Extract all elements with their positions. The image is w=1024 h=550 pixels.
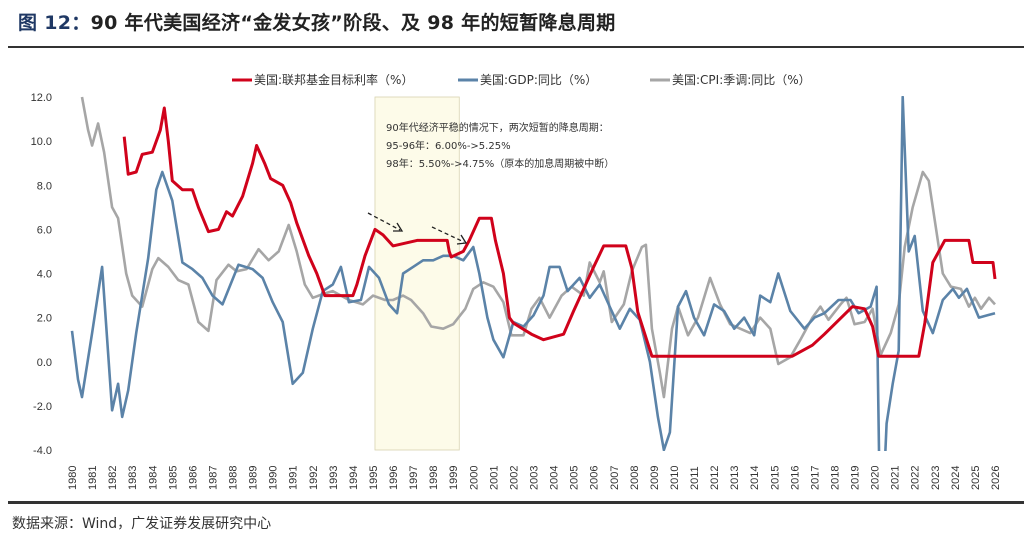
x-tick-label: 2024 (950, 466, 962, 490)
y-tick-label: 10.0 (31, 136, 52, 148)
arrow-1998 (431, 226, 465, 243)
x-tick-label: 2005 (569, 466, 581, 490)
x-tick-label: 2019 (850, 466, 862, 490)
arrow-1998-head (456, 234, 468, 245)
line-chart: 12.0 10.0 8.0 6.0 4.0 2.0 0.0 -2.0 -4.0 1980 1981… (31, 72, 1002, 490)
y-tick-label: 4.0 (37, 269, 52, 281)
x-tick-label: 2021 (890, 466, 902, 490)
x-tick-label: 2014 (749, 466, 761, 490)
source-note: 数据来源：Wind，广发证券发展研究中心 (12, 516, 272, 532)
figure-title-text: 90 年代美国经济“金发女孩”阶段、及 98 年的短暂降息周期 (90, 12, 616, 34)
x-tick-label: 1981 (87, 466, 99, 490)
series-line-1 (70, 96, 996, 451)
annotation: 90年代经济平稳的情况下，两次短暂的降息周期： 95-96年：6.00%->5.… (386, 121, 614, 170)
x-tick-label: 2026 (990, 466, 1002, 490)
x-tick-label: 2007 (609, 466, 621, 490)
arrow-1995-head (393, 222, 404, 232)
series-line-0 (122, 106, 997, 358)
highlight-band (374, 96, 460, 451)
x-tick-label: 1999 (448, 466, 460, 490)
y-tick-label: 12.0 (31, 92, 52, 104)
x-tick-label: 1990 (268, 466, 280, 490)
footer-divider (8, 501, 1024, 504)
x-tick-label: 1993 (328, 466, 340, 490)
annotation-line-2: 95-96年：6.00%->5.25% (386, 139, 511, 152)
x-tick-label: 1988 (228, 466, 240, 490)
x-tick-label: 1996 (388, 466, 400, 490)
x-tick-label: 1982 (107, 466, 119, 490)
arrows (367, 212, 468, 245)
x-tick-label: 2018 (829, 466, 841, 490)
x-tick-label: 2009 (649, 466, 661, 490)
x-tick-label: 2001 (488, 466, 500, 490)
y-tick-label: 8.0 (37, 180, 52, 192)
series-line-2 (80, 96, 996, 399)
x-tick-label: 2022 (910, 466, 922, 490)
annotation-line-3: 98年：5.50%->4.75%（原本的加息周期被中断） (386, 157, 614, 170)
x-tick-label: 1985 (167, 466, 179, 490)
x-tick-label: 1980 (67, 466, 79, 490)
legend-label-1: 美国:GDP:同比（%） (480, 73, 597, 87)
y-tick-label: -4.0 (33, 445, 52, 457)
x-tick-label: 2002 (508, 466, 520, 490)
x-tick-label: 2010 (669, 466, 681, 490)
x-tick-label: 2016 (789, 466, 801, 490)
x-tick-label: 2013 (729, 466, 741, 490)
x-tick-label: 1987 (207, 466, 219, 490)
y-tick-label: 6.0 (37, 224, 52, 236)
x-tick-label: 2004 (549, 466, 561, 490)
x-tick-label: 2015 (769, 466, 781, 490)
x-tick-label: 2023 (930, 466, 942, 490)
legend-label-0: 美国:联邦基金目标利率（%） (254, 72, 413, 87)
y-tick-label: -2.0 (33, 401, 52, 413)
x-tick-label: 2008 (629, 466, 641, 490)
figure-number: 图 12： (18, 12, 91, 34)
x-tick-label: 2012 (709, 466, 721, 490)
x-tick-label: 1997 (408, 466, 420, 490)
title-divider (8, 46, 1024, 48)
figure-title: 图 12：90 年代美国经济“金发女孩”阶段、及 98 年的短暂降息周期 (18, 8, 616, 35)
x-tick-label: 1992 (308, 466, 320, 490)
legend-label-2: 美国:CPI:季调:同比（%） (672, 73, 811, 87)
x-tick-label: 1995 (368, 466, 380, 490)
arrow-1995 (367, 212, 401, 231)
x-tick-label: 2003 (529, 466, 541, 490)
x-tick-label: 1991 (288, 466, 300, 490)
x-tick-label: 1983 (127, 466, 139, 490)
x-tick-label: 1989 (248, 466, 260, 490)
x-tick-label: 1986 (187, 466, 199, 490)
x-tick-label: 2011 (689, 466, 701, 490)
x-tick-label: 1984 (147, 466, 159, 490)
annotation-line-1: 90年代经济平稳的情况下，两次短暂的降息周期： (386, 121, 609, 134)
x-tick-label: 2017 (809, 466, 821, 490)
x-tick-label: 2025 (970, 466, 982, 490)
x-tick-label: 2020 (870, 466, 882, 490)
y-tick-label: 2.0 (37, 313, 52, 325)
x-tick-label: 1994 (348, 466, 360, 490)
y-tick-label: 0.0 (37, 357, 52, 369)
x-tick-label: 2000 (468, 466, 480, 490)
x-tick-label: 1998 (428, 466, 440, 490)
x-tick-label: 2006 (589, 466, 601, 490)
